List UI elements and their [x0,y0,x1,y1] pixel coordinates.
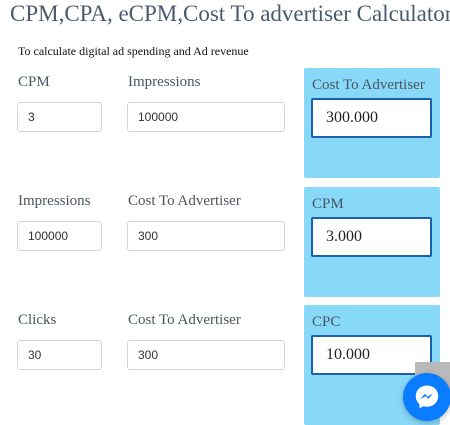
impressions-label: Impressions [128,74,201,90]
page-title: CPM,CPA, eCPM,Cost To advertiser Calcula… [10,1,450,26]
result-label: CPC [312,314,341,330]
cpm-result-panel: CPM 3.000 [304,187,440,297]
cpc-result[interactable]: 10.000 [311,335,432,375]
cpm-label: CPM [18,74,50,90]
cost-to-advertiser-input[interactable]: 300 [127,340,285,370]
cost-to-advertiser-result-panel: Cost To Advertiser 300.000 [304,68,440,178]
messenger-chat-button[interactable] [403,373,450,421]
cost-to-advertiser-label: Cost To Advertiser [128,193,241,209]
result-label: CPM [312,196,344,212]
impressions-label: Impressions [18,193,91,209]
impressions-input[interactable]: 100000 [17,221,102,251]
cpm-result[interactable]: 3.000 [311,217,432,257]
cost-to-advertiser-input[interactable]: 300 [127,221,285,251]
impressions-input[interactable]: 100000 [127,102,285,132]
result-label: Cost To Advertiser [312,77,425,93]
cpm-input[interactable]: 3 [17,102,102,132]
cost-to-advertiser-result[interactable]: 300.000 [311,98,432,138]
clicks-input[interactable]: 30 [17,340,102,370]
page-subtitle: To calculate digital ad spending and Ad … [18,44,249,58]
cost-to-advertiser-label: Cost To Advertiser [128,312,241,328]
messenger-icon [415,385,439,409]
clicks-label: Clicks [18,312,57,328]
